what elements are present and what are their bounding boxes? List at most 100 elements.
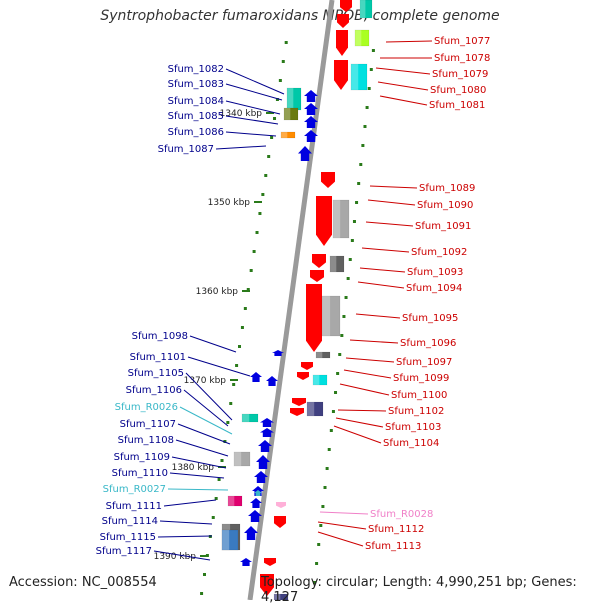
leader-line [225, 115, 279, 125]
tick-dot [273, 117, 277, 120]
cds-box [321, 295, 341, 337]
tick-dot [359, 163, 363, 166]
gene-label: Sfum_1113 [365, 541, 421, 552]
backbone-line [247, 0, 335, 600]
cds-box [283, 107, 299, 121]
gene-label: Sfum_R0027 [103, 484, 166, 495]
gene-label: Sfum_1083 [168, 79, 224, 90]
cds-box-highlight [333, 200, 341, 238]
forward-gene-arrow [244, 526, 258, 540]
leader-line [355, 313, 401, 319]
gene-label: Sfum_1089 [419, 183, 475, 194]
leader-line [171, 456, 227, 469]
tick-dot [275, 98, 279, 101]
cds-box [350, 63, 368, 91]
leader-line [169, 472, 225, 479]
tick-dot [211, 516, 215, 519]
leader-line [357, 281, 405, 289]
leader-line [339, 383, 390, 396]
leader-line [177, 423, 231, 445]
tick-dot [223, 440, 227, 443]
cds-box [354, 29, 370, 47]
scale-label: 1380 kbp [172, 463, 215, 473]
forward-gene-arrow [260, 428, 274, 437]
tick-dot [278, 79, 282, 82]
gene-label: Sfum_1077 [434, 36, 490, 47]
tick-dot [357, 182, 361, 185]
cds-box [233, 451, 251, 467]
tick-dot [367, 87, 371, 90]
gene-label: Sfum_1092 [411, 247, 467, 258]
leader-line [379, 95, 428, 106]
gene-label: Sfum_1115 [100, 532, 156, 543]
tick-dot [361, 144, 365, 147]
forward-gene-arrow [260, 418, 274, 427]
cds-box-highlight [322, 296, 331, 336]
tick-dot [240, 326, 244, 329]
leader-line [157, 535, 213, 538]
tick-dot [340, 334, 344, 337]
tick-dot [255, 231, 259, 234]
gene-label: Sfum_1087 [158, 144, 214, 155]
reverse-gene-arrow [334, 60, 348, 90]
cds-box [273, 593, 289, 600]
leader-line [167, 488, 229, 491]
tick-dot [220, 459, 224, 462]
gene-label: Sfum_1102 [388, 406, 444, 417]
leader-line [183, 389, 229, 427]
gene-label: Sfum_R0028 [370, 509, 433, 520]
leader-line [333, 425, 382, 444]
gene-label: Sfum_1079 [432, 69, 488, 80]
leader-line [369, 185, 418, 189]
tick-dot [325, 467, 329, 470]
tick-dot [355, 201, 359, 204]
tick-dot [331, 410, 335, 413]
leader-line [225, 68, 285, 95]
scale-label: 1340 kbp [220, 109, 263, 119]
cds-box [306, 401, 324, 417]
leader-line [377, 81, 429, 91]
tick-dot [334, 391, 338, 394]
leader-line [375, 67, 431, 75]
tick-dot [350, 239, 354, 242]
forward-gene-arrow [256, 455, 270, 469]
scale-label: 1350 kbp [208, 198, 251, 208]
leader-line [159, 520, 213, 525]
leader-line [185, 372, 233, 421]
gene-label: Sfum_1090 [417, 200, 473, 211]
tick-dot [317, 543, 321, 546]
scale-label: 1390 kbp [154, 552, 197, 562]
leader-line [189, 335, 237, 353]
cds-box [329, 255, 345, 273]
cds-box-highlight [360, 0, 366, 18]
topology-text: Topology: circular; Length: 4,990,251 bp… [261, 575, 577, 605]
reverse-gene-arrow [312, 254, 326, 268]
cds-box [359, 0, 373, 19]
gene-label: Sfum_1114 [102, 516, 158, 527]
gene-label: Sfum_1109 [114, 452, 170, 463]
genome-title: Syntrophobacter fumaroxidans MPOB, compl… [100, 8, 500, 24]
gene-label: Sfum_1100 [391, 390, 447, 401]
tick-dot [281, 60, 285, 63]
gene-label: Sfum_1080 [430, 85, 486, 96]
reverse-gene-arrow [292, 398, 306, 406]
cds-box-highlight [287, 88, 294, 110]
gene-label: Sfum_1086 [168, 127, 224, 138]
cds-box-highlight [228, 496, 235, 506]
gene-label: Sfum_1099 [393, 373, 449, 384]
leader-line [179, 406, 233, 435]
tick-dot [338, 353, 342, 356]
reverse-gene-arrow [297, 372, 309, 380]
leader-line [153, 550, 211, 561]
leader-line [317, 531, 364, 547]
forward-gene-arrow [304, 116, 318, 128]
tick-dot [319, 524, 323, 527]
forward-gene-arrow [304, 90, 318, 102]
gene-label: Sfum_1098 [132, 331, 188, 342]
tick-dot [270, 136, 274, 139]
forward-gene-arrow [304, 130, 318, 142]
reverse-gene-arrow [260, 574, 274, 596]
tick-dot [258, 212, 262, 215]
gene-label: Sfum_1105 [128, 368, 184, 379]
gene-label: Sfum_1078 [434, 53, 490, 64]
